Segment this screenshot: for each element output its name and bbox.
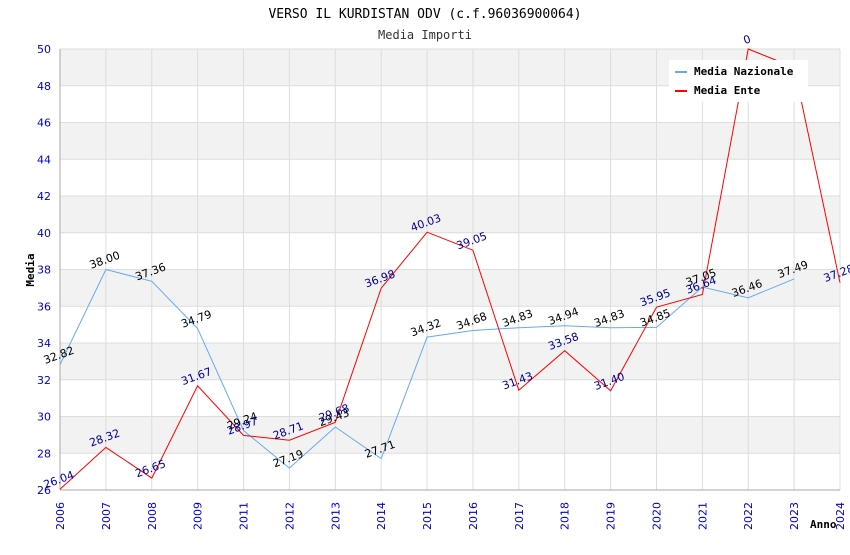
plot-band	[60, 269, 840, 307]
x-tick-label: 2015	[421, 502, 434, 530]
plot-band	[60, 416, 840, 454]
y-axis-label: Media	[24, 253, 37, 286]
x-tick-label: 2022	[742, 502, 755, 530]
x-axis-label: Anno	[810, 518, 837, 531]
plot-band	[60, 343, 840, 380]
x-tick-label: 2017	[513, 502, 526, 530]
x-tick-label: 2013	[329, 502, 342, 530]
x-tick-label: 2020	[650, 502, 663, 530]
y-tick-label: 34	[37, 337, 51, 350]
y-tick-label: 26	[37, 484, 51, 497]
y-tick-label: 48	[37, 80, 51, 93]
legend: Media Nazionale Media Ente	[669, 60, 808, 102]
plot-band	[60, 232, 840, 270]
x-tick-label: 2006	[54, 502, 67, 530]
x-tick-label: 2009	[192, 502, 205, 530]
x-tick-label: 2023	[788, 502, 801, 530]
series-line-media-ente	[59, 48, 841, 490]
x-tick-label: 2021	[696, 502, 709, 530]
plot-bands	[60, 49, 840, 490]
series-layer	[59, 48, 841, 490]
chart-subtitle: Media Importi	[378, 28, 472, 42]
y-tick-label: 46	[37, 117, 51, 130]
x-axis-ticks: 2006 2007 2008 2009 2011 2012 2013 2014 2015 2016…	[54, 502, 847, 530]
y-tick-label: 32	[37, 374, 51, 387]
x-tick-label: 2011	[238, 502, 251, 530]
y-tick-label: 42	[37, 190, 51, 203]
x-tick-label: 2008	[146, 502, 159, 530]
x-tick-label: 2014	[375, 502, 388, 530]
chart-title: VERSO IL KURDISTAN ODV (c.f.96036900064)	[268, 7, 581, 22]
legend-box	[669, 60, 808, 102]
series-line-media-nazionale	[59, 268, 795, 469]
x-tick-label: 2018	[559, 502, 572, 530]
y-tick-label: 44	[37, 153, 51, 166]
plot-band	[60, 159, 840, 196]
y-tick-label: 50	[37, 43, 51, 56]
y-tick-label: 38	[37, 264, 51, 277]
plot-band	[60, 306, 840, 343]
x-tick-label: 2007	[100, 502, 113, 530]
plot-band	[60, 379, 840, 417]
plot-band	[60, 453, 840, 490]
y-tick-label: 28	[37, 447, 51, 460]
legend-label-media-ente: Media Ente	[694, 84, 761, 97]
data-label-media-ente: 0	[742, 32, 753, 47]
plot-band	[60, 122, 840, 160]
plot-band	[60, 196, 840, 233]
y-tick-label: 30	[37, 411, 51, 424]
y-axis-ticks: 26 28 30 32 34 36 38 40 42 44 46 48 50	[37, 43, 51, 497]
x-tick-label: 2012	[283, 502, 296, 530]
x-tick-label: 2019	[605, 502, 618, 530]
x-tick-label: 2016	[467, 502, 480, 530]
y-tick-label: 36	[37, 300, 51, 313]
y-tick-label: 40	[37, 227, 51, 240]
x-tick-label: 2024	[834, 502, 847, 530]
legend-label-media-nazionale: Media Nazionale	[694, 65, 794, 78]
